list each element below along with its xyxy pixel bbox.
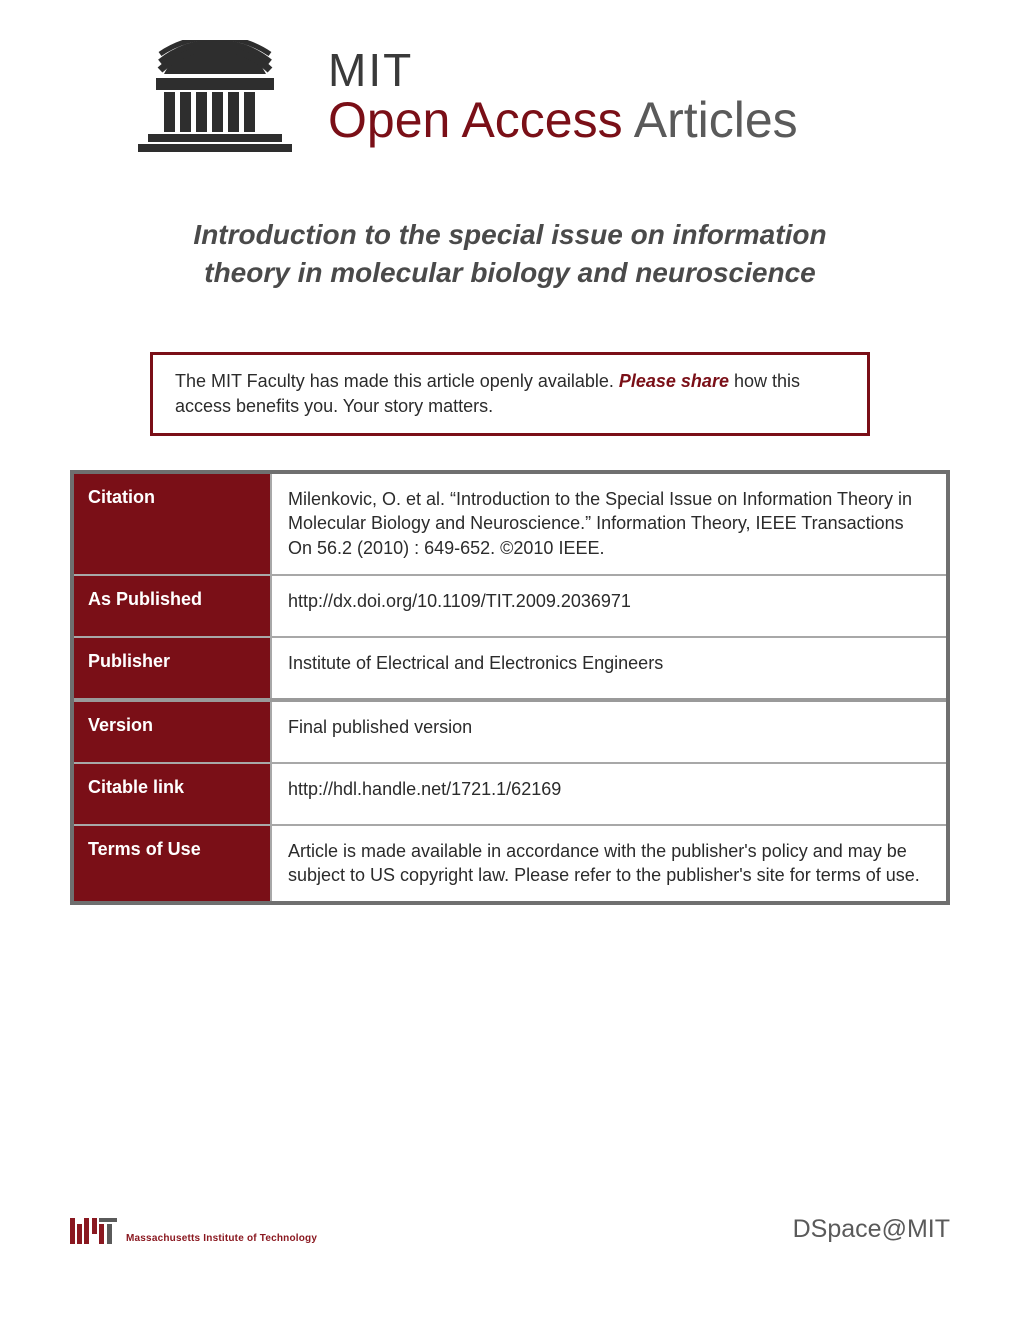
meta-row-as-published: As Published http://dx.doi.org/10.1109/T… <box>74 574 946 636</box>
meta-label: Citable link <box>74 764 270 824</box>
mit-small-logo-icon <box>70 1218 118 1244</box>
title-line2: theory in molecular biology and neurosci… <box>70 254 950 292</box>
share-pre: The MIT Faculty has made this article op… <box>175 371 619 391</box>
meta-value: Milenkovic, O. et al. “Introduction to t… <box>270 474 946 574</box>
meta-label: Citation <box>74 474 270 574</box>
meta-value: Institute of Electrical and Electronics … <box>270 638 946 698</box>
meta-label: As Published <box>74 576 270 636</box>
header-articles: Articles <box>623 92 798 148</box>
meta-label: Publisher <box>74 638 270 698</box>
share-callout: The MIT Faculty has made this article op… <box>150 352 870 436</box>
footer-institution-name: Massachusetts Institute of Technology <box>126 1233 317 1244</box>
meta-value: Final published version <box>270 702 946 762</box>
header-line2: Open Access Articles <box>328 94 798 147</box>
article-title: Introduction to the special issue on inf… <box>70 216 950 292</box>
header-logo-block: MIT Open Access Articles <box>130 40 950 152</box>
metadata-table: Citation Milenkovic, O. et al. “Introduc… <box>70 470 950 905</box>
header-open-access: Open Access <box>328 92 623 148</box>
mit-dome-icon <box>130 40 300 152</box>
footer-dspace-label: DSpace@MIT <box>793 1215 950 1244</box>
meta-row-citation: Citation Milenkovic, O. et al. “Introduc… <box>74 474 946 574</box>
meta-value: Article is made available in accordance … <box>270 826 946 902</box>
meta-row-version: Version Final published version <box>74 698 946 762</box>
page-footer: Massachusetts Institute of Technology DS… <box>70 1215 950 1244</box>
meta-row-publisher: Publisher Institute of Electrical and El… <box>74 636 946 698</box>
meta-label: Terms of Use <box>74 826 270 902</box>
please-share-link[interactable]: Please share <box>619 371 729 391</box>
title-line1: Introduction to the special issue on inf… <box>70 216 950 254</box>
footer-left: Massachusetts Institute of Technology <box>70 1218 317 1244</box>
meta-value[interactable]: http://hdl.handle.net/1721.1/62169 <box>270 764 946 824</box>
meta-row-terms-of-use: Terms of Use Article is made available i… <box>74 824 946 902</box>
meta-value[interactable]: http://dx.doi.org/10.1109/TIT.2009.20369… <box>270 576 946 636</box>
meta-row-citable-link: Citable link http://hdl.handle.net/1721.… <box>74 762 946 824</box>
meta-label: Version <box>74 702 270 762</box>
header-line1: MIT <box>328 46 798 94</box>
header-text-block: MIT Open Access Articles <box>328 46 798 147</box>
